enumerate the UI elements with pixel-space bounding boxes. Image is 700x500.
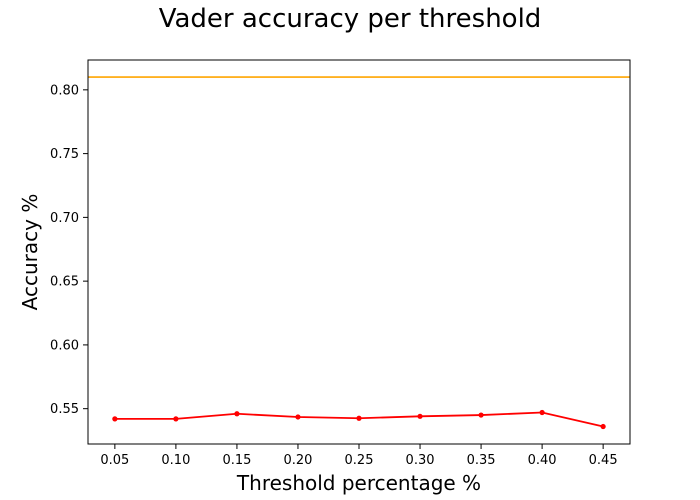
y-tick-label: 0.65 <box>50 275 79 290</box>
data-point <box>600 423 606 430</box>
x-axis-label: Threshold percentage % <box>236 471 481 495</box>
series-group <box>112 409 606 430</box>
y-axis: 0.55 0.60 0.65 0.70 0.75 0.80 <box>50 83 88 417</box>
x-tick-label: 0.05 <box>100 453 129 468</box>
x-tick-label: 0.45 <box>589 453 618 468</box>
x-tick-label: 0.25 <box>345 453 374 468</box>
data-point <box>478 412 484 418</box>
y-tick-label: 0.75 <box>50 147 79 162</box>
x-tick-label: 0.40 <box>528 453 557 468</box>
data-point <box>112 416 118 422</box>
plot-area <box>88 60 630 444</box>
x-tick-label: 0.35 <box>467 453 496 468</box>
data-point <box>356 415 362 421</box>
y-axis-label: Accuracy % <box>18 194 42 311</box>
x-axis: 0.05 0.10 0.15 0.20 0.25 0.30 0.35 0.40 0.45 <box>100 444 618 468</box>
y-tick-label: 0.70 <box>50 211 79 226</box>
x-tick-label: 0.10 <box>161 453 190 468</box>
x-tick-label: 0.20 <box>283 453 312 468</box>
data-point <box>173 416 179 422</box>
y-tick-label: 0.60 <box>50 338 79 353</box>
y-tick-label: 0.55 <box>50 402 79 417</box>
chart-title: Vader accuracy per threshold <box>158 4 542 34</box>
data-point <box>295 414 301 420</box>
y-tick-label: 0.80 <box>50 83 79 98</box>
x-tick-label: 0.15 <box>222 453 251 468</box>
x-tick-label: 0.30 <box>406 453 435 468</box>
data-point <box>234 411 240 417</box>
data-point <box>539 409 545 416</box>
data-point <box>417 413 423 419</box>
